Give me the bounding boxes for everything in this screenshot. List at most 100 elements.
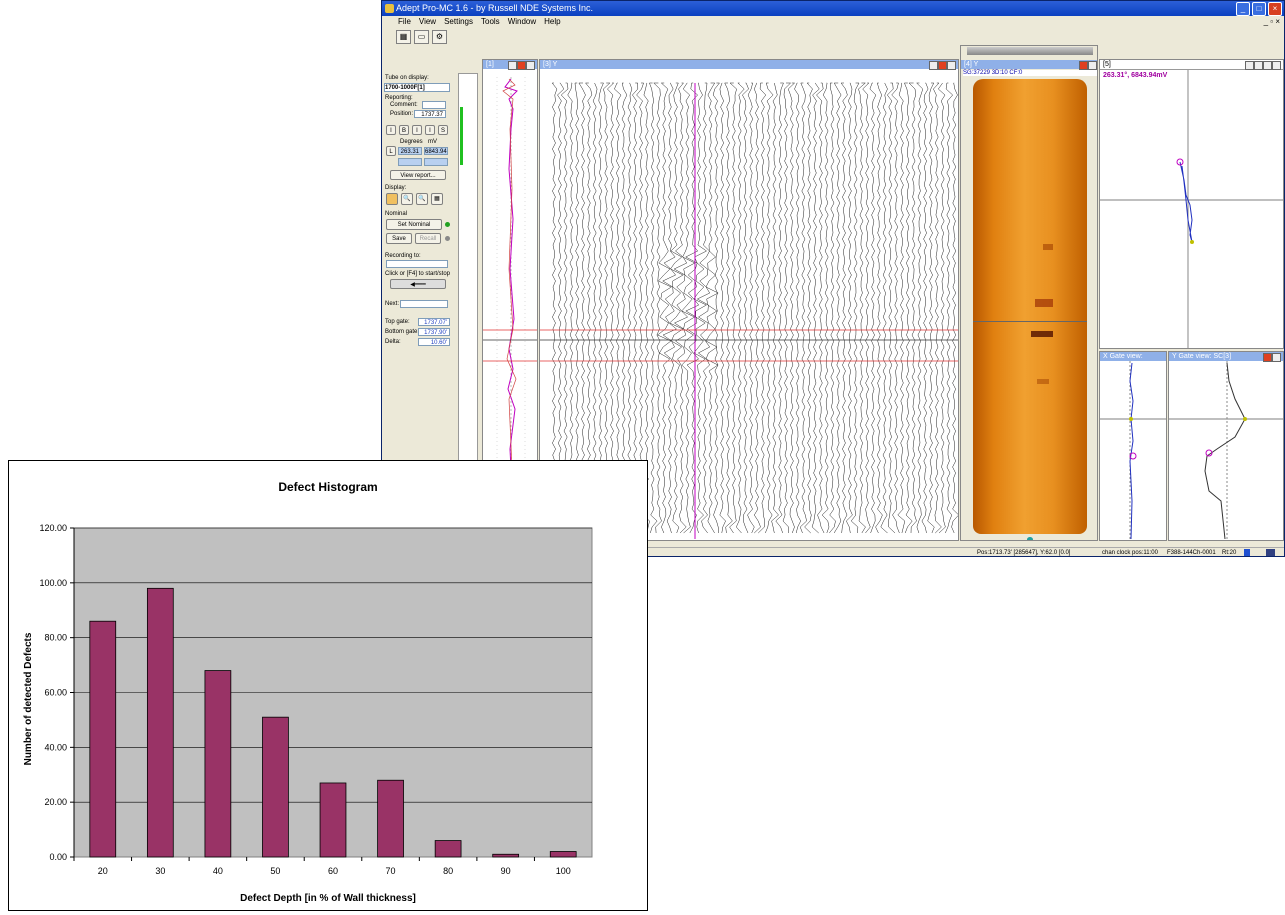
- nav-end-button[interactable]: S: [438, 125, 448, 135]
- channel-trace: [642, 82, 650, 534]
- comment-select[interactable]: [422, 101, 446, 109]
- channel-trace: [850, 82, 860, 534]
- mv-field-2[interactable]: [424, 158, 448, 166]
- settings-small-icon[interactable]: [1272, 61, 1281, 70]
- zoom-icon[interactable]: [929, 61, 938, 70]
- x-gate-header: X Gate view:: [1100, 352, 1166, 361]
- marker-icon[interactable]: [1079, 61, 1088, 70]
- menu-bar: File View Settings Tools Window Help _ ▫…: [382, 16, 1284, 27]
- set-nominal-button[interactable]: Set Nominal: [386, 219, 442, 230]
- minimize-button[interactable]: _: [1236, 2, 1250, 16]
- channel-trace: [566, 82, 574, 534]
- folder-icon[interactable]: ▭: [414, 30, 429, 44]
- channel-trace: [657, 82, 672, 534]
- undo-icon[interactable]: [1254, 61, 1263, 70]
- channel-trace: [833, 82, 842, 534]
- channel-trace: [607, 82, 616, 534]
- defect-histogram-chart: Defect Histogram Defect Depth [in % of W…: [8, 460, 648, 911]
- pan-icon[interactable]: [1263, 61, 1272, 70]
- top-gate-field: 1737.07': [418, 318, 450, 326]
- settings-small-icon[interactable]: [1272, 353, 1281, 362]
- settings-small-icon[interactable]: [1088, 61, 1097, 70]
- menu-view[interactable]: View: [418, 17, 437, 26]
- menu-file[interactable]: File: [398, 17, 411, 26]
- menu-settings[interactable]: Settings: [444, 17, 473, 26]
- x-axis-label: Defect Depth [in % of Wall thickness]: [240, 893, 416, 904]
- open-tube-icon[interactable]: ▦: [396, 30, 411, 44]
- tube-select[interactable]: 1700-1000F[1]: [384, 83, 450, 92]
- nav-prev-button[interactable]: B: [399, 125, 409, 135]
- multichannel-title: [3] Y: [543, 61, 558, 68]
- x-tick-label: 90: [501, 866, 511, 876]
- marker-icon[interactable]: [938, 61, 947, 70]
- bar-40: [204, 670, 232, 858]
- channel-trace: [845, 82, 853, 534]
- recording-select[interactable]: [386, 260, 448, 268]
- channel-trace: [916, 82, 924, 534]
- delta-field: 10.60': [418, 338, 450, 346]
- record-toggle-button[interactable]: ◀━━━: [390, 279, 446, 289]
- zoom-icon[interactable]: [508, 61, 517, 70]
- channel-trace: [945, 82, 954, 534]
- menu-help[interactable]: Help: [544, 17, 561, 26]
- close-button[interactable]: ×: [1268, 2, 1282, 16]
- channel-trace: [858, 82, 866, 534]
- channel-trace: [880, 82, 888, 534]
- palette-icon[interactable]: [386, 193, 398, 205]
- lock-button[interactable]: L: [386, 146, 396, 156]
- tube-cscan-image: [973, 79, 1087, 534]
- lissajous-panel[interactable]: [5] 263.31°, 6843.94mV: [1099, 59, 1284, 349]
- settings-icon[interactable]: ⚙: [432, 30, 447, 44]
- x-gate-panel[interactable]: X Gate view:: [1099, 351, 1167, 541]
- x-gate-plot: [1100, 361, 1166, 540]
- view-report-button[interactable]: View report...: [390, 170, 446, 180]
- title-bar: Adept Pro-MC 1.6 - by Russell NDE System…: [382, 1, 1284, 16]
- cscan-scroll-marker[interactable]: [1027, 537, 1033, 540]
- zoom-in-icon[interactable]: [1245, 61, 1254, 70]
- mv-field[interactable]: 6843.94: [424, 147, 448, 155]
- nav-first-button[interactable]: I: [386, 125, 396, 135]
- y-tick-label: 100.00: [39, 578, 67, 588]
- nav-next-button[interactable]: I: [412, 125, 422, 135]
- degrees-field-2[interactable]: [398, 158, 422, 166]
- y-gate-header: Y Gate view: SC[3]: [1169, 352, 1283, 362]
- save-button[interactable]: Save: [386, 233, 412, 244]
- marker-icon[interactable]: [1263, 353, 1272, 362]
- settings-small-icon[interactable]: [526, 61, 535, 70]
- next-select[interactable]: [400, 300, 448, 308]
- channel-trace: [742, 82, 749, 534]
- cscan-panel[interactable]: [4] Y SG:37229 3D:10 CF:0: [960, 45, 1098, 541]
- channel-trace: [591, 82, 598, 534]
- recall-status-led: [445, 236, 450, 241]
- channel-trace: [886, 82, 896, 534]
- channel-trace: [573, 82, 581, 534]
- y-gate-panel[interactable]: Y Gate view: SC[3]: [1168, 351, 1284, 541]
- monitor-icon: [1266, 549, 1275, 556]
- bar-30: [146, 587, 174, 858]
- channel-trace: [614, 82, 622, 534]
- degrees-field[interactable]: 263.31: [398, 147, 422, 155]
- channel-trace: [705, 82, 719, 534]
- recall-button[interactable]: Recall: [415, 233, 441, 244]
- marker-icon[interactable]: [517, 61, 526, 70]
- grid-icon[interactable]: ▦: [431, 193, 443, 205]
- maximize-button[interactable]: □: [1252, 2, 1266, 16]
- channel-trace: [921, 82, 929, 534]
- bar-60: [319, 782, 347, 858]
- mdi-controls[interactable]: _ ▫ ×: [1263, 17, 1280, 26]
- position-field[interactable]: 1737.37: [414, 110, 446, 118]
- mv-label: mV: [428, 139, 437, 145]
- y-tick-label: 120.00: [39, 523, 67, 533]
- click-hint: Click or [F4] to start/stop: [385, 271, 451, 277]
- channel-trace: [821, 82, 830, 534]
- settings-small-icon[interactable]: [947, 61, 956, 70]
- menu-tools[interactable]: Tools: [481, 17, 500, 26]
- zoom-in-icon[interactable]: 🔍: [401, 193, 413, 205]
- cscan-slider[interactable]: [967, 47, 1093, 55]
- status-rt: Rt:20: [1222, 550, 1237, 556]
- nav-last-button[interactable]: I: [425, 125, 435, 135]
- y-tick-label: 60.00: [44, 688, 67, 698]
- zoom-out-icon[interactable]: 🔍: [416, 193, 428, 205]
- channel-trace: [595, 82, 604, 534]
- menu-window[interactable]: Window: [507, 17, 537, 26]
